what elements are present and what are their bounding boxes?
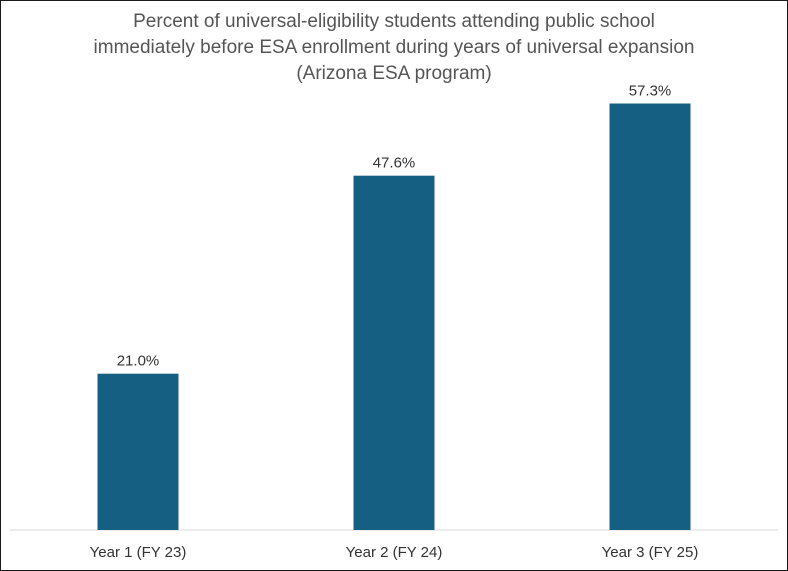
x-tick-label: Year 1 (FY 23): [90, 544, 187, 561]
data-label: 47.6%: [373, 155, 416, 172]
x-tick-label: Year 3 (FY 25): [602, 544, 699, 561]
bars-group: 21.0% Year 1 (FY 23) 47.6% Year 2 (FY 24) 57…: [90, 83, 699, 562]
chart-title-line-1: Percent of universal-eligibility student…: [133, 11, 655, 32]
x-tick-label: Year 2 (FY 24): [346, 544, 443, 561]
data-label: 57.3%: [629, 83, 672, 100]
chart-title-line-2: immediately before ESA enrollment during…: [93, 37, 695, 58]
bar: [609, 103, 691, 530]
bar: [97, 373, 179, 530]
chart-title-line-3: (Arizona ESA program): [296, 63, 492, 84]
data-label: 21.0%: [117, 353, 160, 370]
bar: [353, 175, 435, 530]
chart-title: Percent of universal-eligibility student…: [21, 9, 767, 87]
